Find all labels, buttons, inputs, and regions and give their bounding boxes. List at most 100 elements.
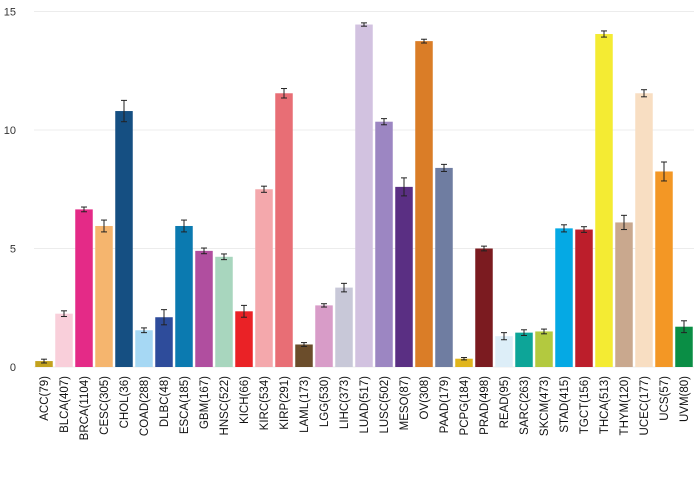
bar bbox=[415, 41, 433, 367]
bar bbox=[175, 225, 193, 367]
error-bar bbox=[341, 282, 347, 293]
x-axis-labels: ACC(79) BLCA(407) BRCA(1104) CESC(305) CHOL(… bbox=[39, 376, 691, 441]
x-tick-label: BLCA(407) bbox=[59, 376, 71, 433]
bar bbox=[295, 344, 313, 367]
error-bar bbox=[181, 219, 187, 233]
error-bar bbox=[641, 89, 647, 98]
error-bar bbox=[581, 226, 587, 233]
x-tick-label: SARC(263) bbox=[519, 376, 531, 435]
error-bar bbox=[361, 22, 367, 27]
error-bar bbox=[141, 327, 147, 334]
x-tick-label: ACC(79) bbox=[39, 376, 51, 421]
bar bbox=[675, 326, 693, 367]
error-bar bbox=[261, 185, 267, 193]
error-bar bbox=[281, 88, 287, 99]
error-bar bbox=[121, 99, 127, 123]
error-bar bbox=[421, 38, 427, 44]
error-bar bbox=[61, 310, 67, 318]
x-tick-label: GBM(167) bbox=[199, 376, 211, 429]
bar bbox=[255, 189, 273, 367]
error-bar bbox=[41, 358, 47, 364]
error-bar bbox=[401, 177, 407, 197]
y-tick-label: 0 bbox=[10, 362, 16, 374]
error-bar bbox=[221, 253, 227, 261]
bar bbox=[35, 361, 53, 367]
bars bbox=[35, 24, 693, 367]
error-bar bbox=[481, 245, 487, 252]
y-axis: 0 5 10 15 bbox=[4, 7, 16, 375]
x-tick-label: KICH(66) bbox=[239, 376, 251, 424]
bar bbox=[575, 229, 593, 367]
bar bbox=[395, 186, 413, 367]
x-tick-label: MESO(87) bbox=[399, 376, 411, 430]
x-tick-label: DLBC(48) bbox=[159, 376, 171, 427]
y-tick-label: 15 bbox=[4, 7, 16, 19]
error-bar bbox=[681, 320, 687, 334]
x-tick-label: THYM(120) bbox=[619, 376, 631, 436]
x-tick-label: PAAD(179) bbox=[439, 376, 451, 433]
bar bbox=[515, 332, 533, 367]
bar bbox=[455, 358, 473, 367]
bar bbox=[335, 287, 353, 367]
bar bbox=[375, 121, 393, 367]
x-tick-label: CESC(305) bbox=[99, 376, 111, 435]
x-tick-label: LGG(530) bbox=[319, 376, 331, 427]
bar bbox=[355, 24, 373, 367]
x-tick-label: READ(95) bbox=[499, 376, 511, 429]
x-tick-label: OV(308) bbox=[419, 376, 431, 420]
x-tick-label: LIHC(373) bbox=[339, 376, 351, 429]
bar bbox=[95, 225, 113, 367]
error-bar bbox=[161, 309, 167, 326]
error-bar bbox=[541, 328, 547, 335]
x-tick-label: COAD(288) bbox=[139, 376, 151, 436]
x-tick-label: LUSC(502) bbox=[379, 376, 391, 434]
bar bbox=[655, 171, 673, 367]
x-tick-label: THCA(513) bbox=[599, 376, 611, 434]
x-tick-label: ESCA(185) bbox=[179, 376, 191, 434]
error-bar bbox=[101, 219, 107, 233]
error-bar bbox=[381, 118, 387, 126]
error-bar bbox=[561, 224, 567, 233]
error-bar bbox=[461, 357, 467, 361]
x-tick-label: UCEC(177) bbox=[639, 376, 651, 436]
x-tick-label: STAD(415) bbox=[559, 376, 571, 433]
bar bbox=[555, 228, 573, 367]
x-tick-label: KIRP(291) bbox=[279, 376, 291, 430]
bar bbox=[75, 209, 93, 367]
error-bar bbox=[81, 206, 87, 213]
error-bar bbox=[521, 329, 527, 336]
x-tick-label: UVM(80) bbox=[679, 376, 691, 422]
bar bbox=[495, 336, 513, 367]
bar bbox=[595, 34, 613, 367]
bar bbox=[615, 222, 633, 367]
x-tick-label: HNSC(522) bbox=[219, 376, 231, 436]
error-bar bbox=[621, 214, 627, 231]
y-tick-label: 10 bbox=[4, 125, 16, 137]
bar bbox=[235, 311, 253, 367]
bar bbox=[435, 167, 453, 367]
bar bbox=[215, 256, 233, 367]
error-bar bbox=[441, 163, 447, 172]
x-tick-label: UCS(57) bbox=[659, 376, 671, 421]
error-bar bbox=[501, 332, 507, 341]
bar bbox=[535, 331, 553, 367]
x-tick-label: PCPG(184) bbox=[459, 376, 471, 436]
bar bbox=[135, 330, 153, 367]
x-tick-label: LAML(173) bbox=[299, 376, 311, 433]
bar bbox=[55, 313, 73, 367]
bar bbox=[635, 93, 653, 367]
x-tick-label: PRAD(498) bbox=[479, 376, 491, 435]
x-tick-label: SKCM(473) bbox=[539, 376, 551, 436]
bar bbox=[195, 250, 213, 367]
bar bbox=[475, 248, 493, 367]
x-tick-label: CHOL(36) bbox=[119, 376, 131, 429]
y-tick-label: 5 bbox=[10, 244, 16, 256]
error-bar bbox=[301, 342, 307, 347]
bar bbox=[315, 305, 333, 367]
x-tick-label: BRCA(1104) bbox=[79, 376, 91, 441]
x-tick-label: TGCT(156) bbox=[579, 376, 591, 434]
bar bbox=[155, 317, 173, 367]
error-bar bbox=[241, 304, 247, 318]
error-bar bbox=[601, 30, 607, 38]
